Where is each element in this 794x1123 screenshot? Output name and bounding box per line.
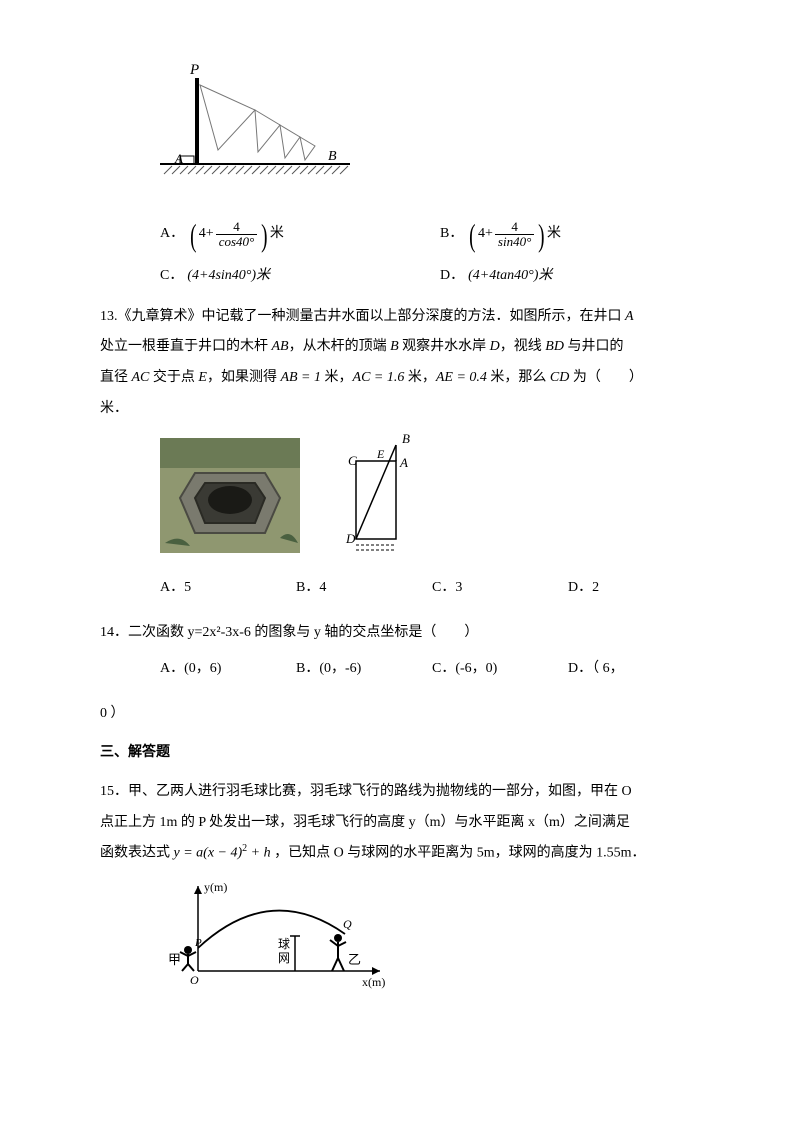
- q15-figure: y(m) x(m) O 球 网 甲 P 乙 Q: [160, 876, 704, 1009]
- svg-text:x(m): x(m): [362, 975, 385, 989]
- svg-text:甲: 甲: [168, 952, 181, 967]
- q12-option-a: A． ( 4+ 4cos40° ) 米: [160, 219, 440, 251]
- q14-tail: 0 ）: [100, 699, 704, 730]
- expr-text: (4+4tan40°)米: [468, 261, 552, 292]
- svg-text:O: O: [190, 973, 199, 987]
- q12-options-row2: C． (4+4sin40°)米 D． (4+4tan40°)米: [160, 261, 704, 292]
- svg-text:网: 网: [278, 951, 290, 965]
- q13-figures: B C E A D: [160, 431, 704, 561]
- q12-option-b: B． ( 4+ 4sin40° ) 米: [440, 219, 561, 251]
- q13-option-d: D．2: [568, 573, 704, 604]
- svg-text:y(m): y(m): [204, 880, 227, 894]
- q14-text: 14．二次函数 y=2x²-3x-6 的图象与 y 轴的交点坐标是（ ）: [100, 618, 704, 649]
- q12-option-c: C． (4+4sin40°)米: [160, 261, 440, 292]
- well-photo: [160, 438, 300, 553]
- svg-text:P: P: [194, 937, 202, 949]
- label-b: B: [328, 149, 337, 164]
- svg-text:乙: 乙: [348, 952, 361, 967]
- option-label: B．: [440, 219, 463, 250]
- q12-figure: P A B: [150, 60, 704, 203]
- expr-text: (4+4sin40°)米: [187, 261, 270, 292]
- svg-text:B: B: [402, 431, 410, 446]
- svg-text:球: 球: [278, 937, 290, 951]
- option-label: C．: [160, 261, 183, 292]
- q14-options: A．(0，6) B．(0，-6) C．(-6，0) D．（ 6，: [160, 654, 704, 685]
- label-p: P: [189, 62, 199, 78]
- q12-option-d: D． (4+4tan40°)米: [440, 261, 552, 292]
- q13-option-b: B．4: [296, 573, 432, 604]
- q13-option-a: A．5: [160, 573, 296, 604]
- expr-prefix: 4+: [199, 219, 214, 250]
- q14-option-d: D．（ 6，: [568, 654, 704, 685]
- q13-options: A．5 B．4 C．3 D．2: [160, 573, 704, 604]
- svg-text:D: D: [345, 531, 356, 546]
- section-3-title: 三、解答题: [100, 738, 704, 769]
- option-label: D．: [440, 261, 464, 292]
- q14-option-b: B．(0，-6): [296, 654, 432, 685]
- q15-text: 15．甲、乙两人进行羽毛球比赛，羽毛球飞行的路线为抛物线的一部分，如图，甲在 O…: [100, 777, 704, 870]
- q14-option-c: C．(-6，0): [432, 654, 568, 685]
- q14-option-a: A．(0，6): [160, 654, 296, 685]
- option-label: A．: [160, 219, 184, 250]
- well-diagram: B C E A D: [340, 431, 440, 561]
- svg-text:E: E: [376, 447, 385, 461]
- expr-prefix: 4+: [478, 219, 493, 250]
- q12-options-row1: A． ( 4+ 4cos40° ) 米 B． ( 4+ 4sin40° ) 米: [160, 219, 704, 251]
- svg-text:C: C: [348, 453, 357, 468]
- q13-option-c: C．3: [432, 573, 568, 604]
- svg-text:A: A: [399, 455, 408, 470]
- svg-text:Q: Q: [343, 917, 352, 931]
- q13-text: 13.《九章算术》中记载了一种测量古井水面以上部分深度的方法．如图所示，在井口 …: [100, 302, 704, 425]
